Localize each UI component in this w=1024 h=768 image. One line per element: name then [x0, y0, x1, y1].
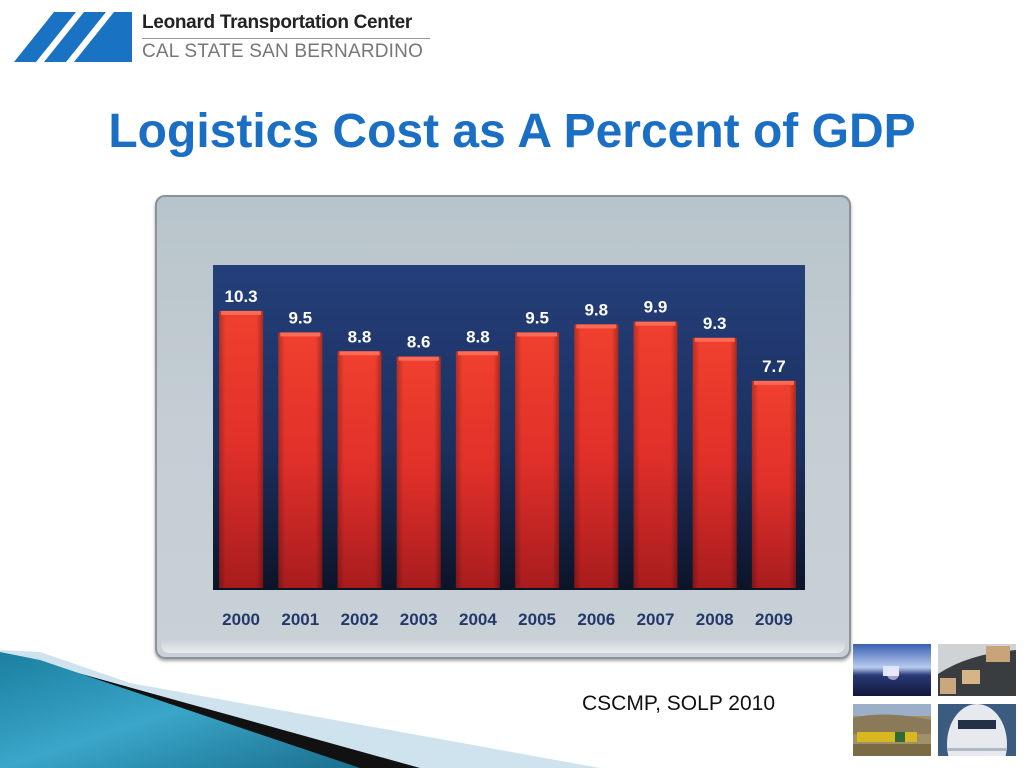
- category-label: 2002: [341, 610, 379, 629]
- bar-2006: [574, 324, 619, 588]
- category-label: 2001: [281, 610, 319, 629]
- category-label: 2009: [755, 610, 793, 629]
- bar-2003: [396, 356, 441, 588]
- bar-top-bevel: [398, 356, 439, 361]
- data-label: 8.6: [407, 333, 431, 352]
- bar-2001: [278, 332, 323, 588]
- bar-shading: [633, 321, 678, 588]
- bar-shading: [751, 380, 796, 588]
- bar-2008: [692, 337, 737, 588]
- bar-top-bevel: [339, 351, 380, 356]
- category-label: 2007: [637, 610, 675, 629]
- train-photo: [853, 704, 931, 756]
- slide-title: Logistics Cost as A Percent of GDP: [108, 105, 916, 158]
- bar-2004: [455, 351, 500, 588]
- data-label: 9.5: [288, 308, 312, 327]
- bar-2009: [751, 380, 796, 588]
- bar-shading: [219, 310, 264, 588]
- category-label: 2005: [518, 610, 556, 629]
- logo-stripes-icon: [14, 12, 132, 62]
- bar-top-bevel: [280, 332, 321, 337]
- category-label: 2006: [577, 610, 615, 629]
- data-label: 9.5: [525, 308, 549, 327]
- conveyor-boxes-photo: [938, 644, 1016, 696]
- data-label: 9.8: [584, 300, 608, 319]
- bar-top-bevel: [517, 332, 558, 337]
- bar-top-bevel: [576, 324, 617, 329]
- bar-shading: [337, 351, 382, 588]
- source-citation: CSCMP, SOLP 2010: [582, 692, 775, 715]
- bar-2000: [219, 310, 264, 588]
- data-label: 9.3: [703, 314, 727, 333]
- leonard-transportation-center-logo: Leonard Transportation Center CAL STATE …: [14, 12, 434, 64]
- logo-name: Leonard Transportation Center: [142, 12, 413, 33]
- bar-shading: [278, 332, 323, 588]
- bar-2002: [337, 351, 382, 588]
- bar-2007: [633, 321, 678, 588]
- data-label: 9.9: [644, 298, 668, 317]
- bar-top-bevel: [221, 310, 262, 315]
- data-label: 8.8: [348, 327, 372, 346]
- bar-top-bevel: [457, 351, 498, 356]
- bar-shading: [574, 324, 619, 588]
- category-label: 2008: [696, 610, 734, 629]
- data-label: 7.7: [762, 357, 786, 376]
- airplane-photo: [938, 704, 1016, 756]
- category-label: 2000: [222, 610, 260, 629]
- bar-top-bevel: [694, 337, 735, 342]
- bar-shading: [515, 332, 560, 588]
- data-label: 8.8: [466, 327, 490, 346]
- bar-shading: [396, 356, 441, 588]
- bar-shading: [455, 351, 500, 588]
- logo-divider: [142, 38, 430, 39]
- category-label: 2004: [459, 610, 497, 629]
- truck-photo: [853, 644, 931, 696]
- bar-top-bevel: [753, 380, 794, 385]
- logo-subtitle: CAL STATE SAN BERNARDINO: [142, 41, 424, 62]
- data-label: 10.3: [225, 287, 258, 306]
- category-label: 2003: [400, 610, 438, 629]
- frame-shine: [161, 639, 845, 653]
- bar-shading: [692, 337, 737, 588]
- bar-2005: [515, 332, 560, 588]
- bar-top-bevel: [635, 321, 676, 326]
